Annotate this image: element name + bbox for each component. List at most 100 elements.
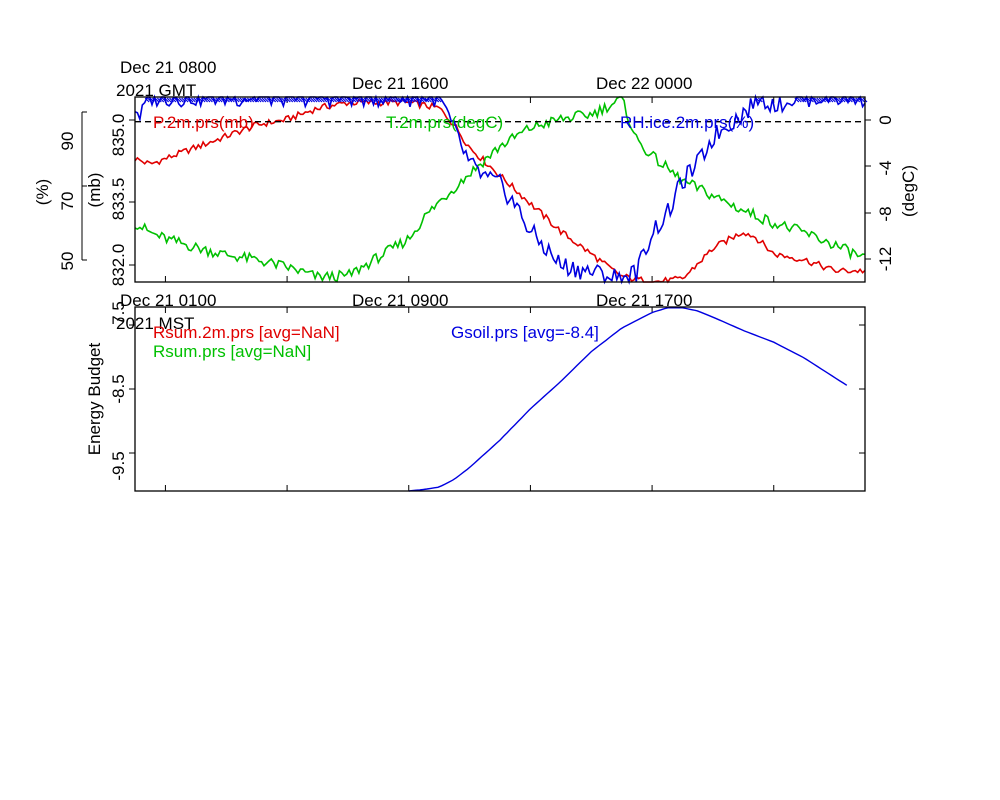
rh-marker (171, 97, 177, 103)
lower-series-lines (408, 307, 848, 492)
lower-plot-frame (134, 306, 866, 492)
rh-marker (161, 97, 167, 103)
legend-rsum: Rsum.prs [avg=NaN] (153, 342, 311, 361)
rh-tick-70: 70 (58, 192, 77, 211)
rh-marker (190, 97, 196, 103)
rh-marker (339, 97, 345, 103)
rh-marker (186, 97, 191, 103)
rh-marker (794, 97, 800, 103)
rh-marker (147, 97, 153, 103)
rh-marker (811, 97, 817, 103)
rh-tick-90: 90 (58, 132, 77, 151)
rh-marker (327, 97, 333, 103)
rh-marker (283, 97, 289, 103)
energy-axis: 7.5 -8.5 -9.5 Energy Budget (85, 301, 865, 481)
rh-marker (290, 97, 296, 103)
top-time-label-3: Dec 22 0000 (596, 74, 692, 93)
pressure-tick-835: 835.0 (109, 114, 128, 157)
rh-marker (821, 97, 827, 103)
rh-marker (407, 97, 413, 103)
series-line-t-2m-prs-degc- (134, 96, 866, 283)
rh-marker (210, 97, 216, 103)
rh-marker (225, 97, 230, 103)
rh-marker (371, 97, 376, 103)
rh-marker (850, 97, 856, 103)
rh-marker (169, 97, 174, 103)
rh-marker (816, 97, 822, 103)
rh-marker (281, 97, 286, 103)
rh-marker (261, 97, 267, 103)
rh-marker (178, 97, 184, 103)
rh-marker (412, 97, 418, 103)
rh-marker (826, 97, 831, 103)
rh-marker (801, 97, 807, 103)
rh-marker (229, 97, 235, 103)
rh-marker (823, 97, 829, 103)
rh-marker (166, 97, 172, 103)
rh-marker (409, 97, 415, 103)
rh-marker (332, 97, 337, 103)
legend-rsum-2m: Rsum.2m.prs [avg=NaN] (153, 323, 340, 342)
rh-marker (860, 97, 865, 103)
pressure-axis: 832.0 833.5 835.0 (mb) (85, 114, 135, 286)
rh-marker (757, 97, 763, 103)
rh-marker (378, 97, 384, 103)
rh-marker (847, 97, 853, 103)
rh-marker (256, 97, 262, 103)
rh-marker (164, 97, 170, 103)
rh-marker (188, 97, 194, 103)
rh-marker (383, 97, 389, 103)
rh-marker (183, 97, 189, 103)
rh-marker (857, 97, 863, 103)
rh-marker (246, 97, 252, 103)
rh-axis-label: (%) (33, 179, 52, 205)
rh-marker (200, 97, 206, 103)
lower-time-label-3: Dec 21 1700 (596, 291, 692, 310)
rh-marker (193, 97, 199, 103)
rh-marker (419, 97, 425, 103)
rh-marker (405, 97, 410, 103)
rh-marker (385, 97, 391, 103)
rh-marker (813, 97, 819, 103)
energy-axis-label: Energy Budget (85, 342, 104, 455)
rh-marker (259, 97, 264, 103)
rh-marker (329, 97, 335, 103)
series-line-gsoil (408, 307, 848, 492)
rh-marker (431, 97, 437, 103)
rh-marker (427, 97, 432, 103)
rh-marker (227, 97, 233, 103)
energy-tick-minus8-5: -8.5 (109, 374, 128, 403)
rh-marker (203, 97, 208, 103)
rh-marker (156, 97, 162, 103)
rh-marker (302, 97, 308, 103)
rh-marker (336, 97, 342, 103)
rh-marker (310, 97, 316, 103)
rh-marker (234, 97, 240, 103)
rh-marker (222, 97, 228, 103)
rh-marker (305, 97, 311, 103)
rh-marker (380, 97, 386, 103)
rh-marker (828, 97, 834, 103)
upper-plot-frame (134, 96, 866, 283)
rh-marker (176, 97, 182, 103)
rh-marker (232, 97, 238, 103)
rh-marker (845, 97, 851, 103)
rh-marker (249, 97, 255, 103)
rh-marker (835, 97, 841, 103)
legend-pressure: P.2m.prs(mb) (153, 113, 254, 132)
rh-marker (244, 97, 250, 103)
rh-marker (390, 97, 396, 103)
rh-marker (212, 97, 218, 103)
temp-tick-0: 0 (876, 115, 895, 124)
rh-marker (293, 97, 299, 103)
rh-saturation-markers (144, 97, 868, 103)
lower-x-ticks (164, 307, 775, 491)
rh-marker (152, 97, 157, 103)
rh-marker (392, 97, 398, 103)
rh-marker (422, 97, 427, 103)
rh-marker (295, 97, 301, 103)
rh-marker (315, 97, 320, 103)
rh-marker (268, 97, 274, 103)
pressure-tick-833-5: 833.5 (109, 178, 128, 221)
rh-marker (317, 97, 323, 103)
